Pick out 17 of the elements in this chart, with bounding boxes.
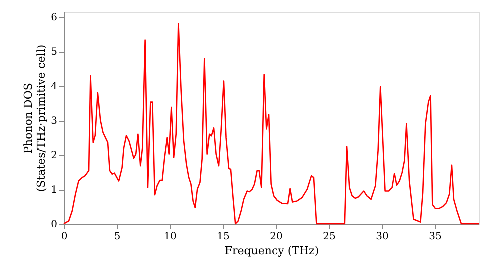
y-axis-title: Phonon DOS (States/THz·primitive cell): [22, 44, 48, 192]
x-tick-label: 0: [61, 232, 68, 242]
y-tick-label: 3: [51, 116, 58, 128]
x-tick-label: 5: [114, 232, 121, 242]
x-tick-label: 10: [164, 232, 177, 242]
y-tick-label: 2: [51, 150, 58, 162]
y-tick-label: 6: [51, 12, 58, 24]
y-tick-label: 4: [51, 82, 58, 93]
x-tick-label: 15: [217, 232, 230, 242]
y-tick-label: 5: [51, 47, 58, 58]
x-tick-label: 35: [429, 232, 442, 242]
x-tick-label: 30: [376, 232, 389, 242]
x-tick-label: 25: [323, 232, 336, 242]
y-tick-label: 1: [51, 185, 58, 196]
x-tick-label: 20: [270, 232, 283, 242]
y-tick-label: 0: [51, 220, 58, 230]
x-axis-title: Frequency (THz): [224, 244, 320, 258]
